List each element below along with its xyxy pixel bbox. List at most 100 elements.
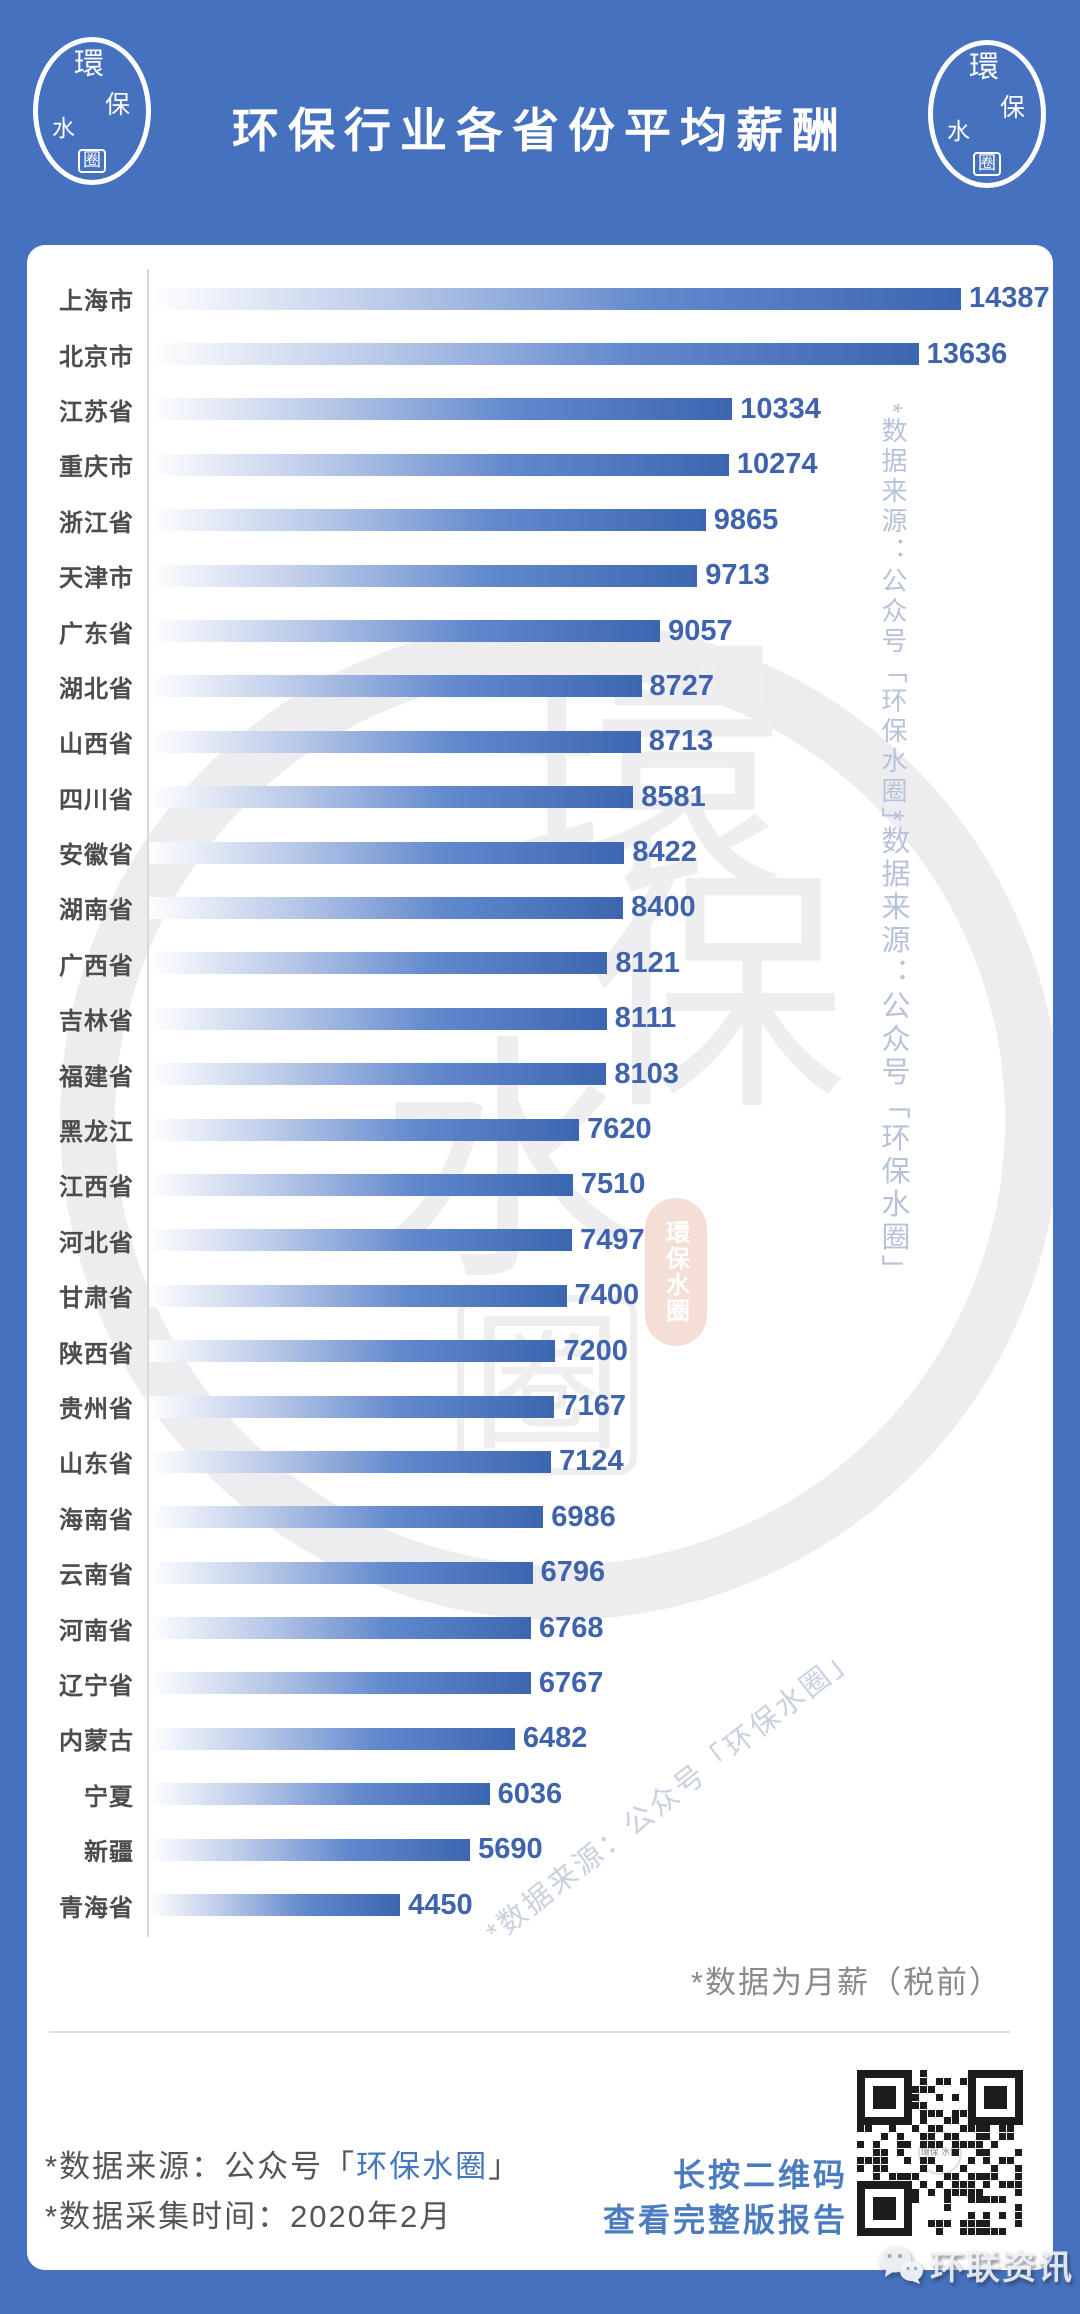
qr-module [920, 2109, 928, 2117]
qr-module [872, 2156, 880, 2164]
category-label: 新疆 [84, 1839, 134, 1867]
value-label: 9057 [668, 614, 733, 647]
value-label: 5690 [478, 1833, 543, 1866]
qr-module [920, 2180, 928, 2188]
qr-module [975, 2196, 983, 2204]
bar-row: 山东省 7124 [27, 1434, 1053, 1489]
qr-module [951, 2149, 959, 2157]
qr-module [975, 2141, 983, 2149]
brand-seal-logo-left: 環 保 水 圈 [33, 37, 151, 185]
value-label: 6986 [551, 1500, 616, 1533]
qr-module [936, 2141, 944, 2149]
qr-code[interactable]: 環保 水圈 [857, 2070, 1023, 2236]
qr-module [1015, 2188, 1023, 2196]
category-label: 四川省 [59, 786, 134, 814]
page-title: 环保行业各省份平均薪酬 [232, 104, 848, 157]
value-label: 8581 [641, 780, 706, 813]
bar [149, 1617, 531, 1640]
qr-module [872, 2149, 880, 2157]
brand-seal-logo-right: 環 保 水 圈 [928, 40, 1046, 188]
qr-module [904, 2141, 912, 2149]
value-label: 9713 [705, 559, 770, 592]
value-label: 9865 [713, 503, 779, 536]
qr-module [896, 2133, 904, 2141]
qr-module [967, 2212, 975, 2220]
qr-module [983, 2180, 991, 2188]
qr-module [975, 2133, 983, 2141]
seal-char: 水 [947, 119, 970, 145]
qr-module [928, 2141, 936, 2149]
seal-char: 圈 [973, 152, 1001, 176]
value-label: 7510 [580, 1168, 646, 1201]
bar-row: 辽宁省 6767 [27, 1656, 1053, 1711]
qr-module [857, 2125, 864, 2133]
bar [149, 1229, 573, 1252]
qr-module [928, 2156, 936, 2164]
qr-module [951, 2188, 959, 2196]
qr-instruction-line2: 查看完整版报告 [602, 2202, 848, 2238]
bar-row: 青海省 4450 [27, 1877, 1053, 1932]
qr-module [872, 2164, 880, 2172]
watermark-source-vertical-1: *数据来源：公众号「环保水圈」 [878, 403, 908, 838]
bar [149, 1395, 554, 1418]
qr-module [999, 2196, 1007, 2204]
value-label: 7200 [563, 1334, 628, 1367]
category-label: 浙江省 [59, 509, 134, 537]
bar [149, 1284, 567, 1307]
qr-module [936, 2180, 944, 2188]
qr-module [951, 2093, 959, 2101]
qr-module [999, 2180, 1007, 2188]
qr-module [896, 2172, 904, 2180]
qr-module [912, 2125, 920, 2133]
bar-row: 陕西省 7200 [27, 1323, 1053, 1378]
bar-row: 浙江省 9865 [27, 493, 1053, 548]
qr-module [920, 2085, 928, 2093]
bar [149, 1894, 401, 1917]
qr-module [896, 2149, 904, 2157]
category-label: 江苏省 [59, 398, 134, 426]
value-label: 7124 [559, 1445, 624, 1478]
bar [149, 1450, 552, 1473]
qr-module [920, 2077, 928, 2085]
value-label: 8713 [648, 725, 714, 758]
qr-module [967, 2220, 975, 2228]
bar [149, 1340, 556, 1363]
qr-module [959, 2164, 967, 2172]
seal-char: 保 [104, 90, 130, 119]
qr-module [1015, 2149, 1023, 2157]
value-label: 10274 [736, 448, 818, 481]
seal-char: 環 [969, 50, 999, 85]
qr-module [1015, 2212, 1023, 2220]
bar-row: 湖南省 8400 [27, 880, 1053, 935]
qr-module [857, 2141, 864, 2149]
qr-module [872, 2172, 880, 2180]
qr-module [928, 2085, 936, 2093]
qr-module [904, 2172, 912, 2180]
chart-card: 環 保 水 圈 *数据来源：公众号「环保水圈」 *数据来源：公众号「环保水圈」 … [27, 245, 1053, 2270]
qr-module [872, 2141, 880, 2149]
red-stamp-text: 環保水圈 [661, 1220, 691, 1324]
unit-note: *数据为月薪（税前） [690, 1965, 1002, 2000]
qr-module [959, 2228, 967, 2236]
bar [149, 343, 919, 366]
qr-module [936, 2093, 944, 2101]
qr-module [959, 2180, 967, 2188]
qr-module [999, 2125, 1007, 2133]
bar [149, 564, 698, 587]
bar [149, 1783, 490, 1806]
qr-module [983, 2220, 991, 2228]
qr-module [864, 2156, 872, 2164]
qr-finder-icon [857, 2181, 912, 2236]
wechat-icon [879, 2245, 923, 2284]
category-label: 重庆市 [59, 454, 134, 482]
qr-module [912, 2188, 920, 2196]
category-label: 辽宁省 [59, 1672, 134, 1700]
qr-module [951, 2172, 959, 2180]
qr-module [912, 2085, 920, 2093]
bar [149, 952, 608, 975]
qr-module [920, 2156, 928, 2164]
qr-module [928, 2133, 936, 2141]
bar-row: 江西省 7510 [27, 1157, 1053, 1212]
qr-module [912, 2196, 920, 2204]
qr-module [991, 2228, 999, 2236]
